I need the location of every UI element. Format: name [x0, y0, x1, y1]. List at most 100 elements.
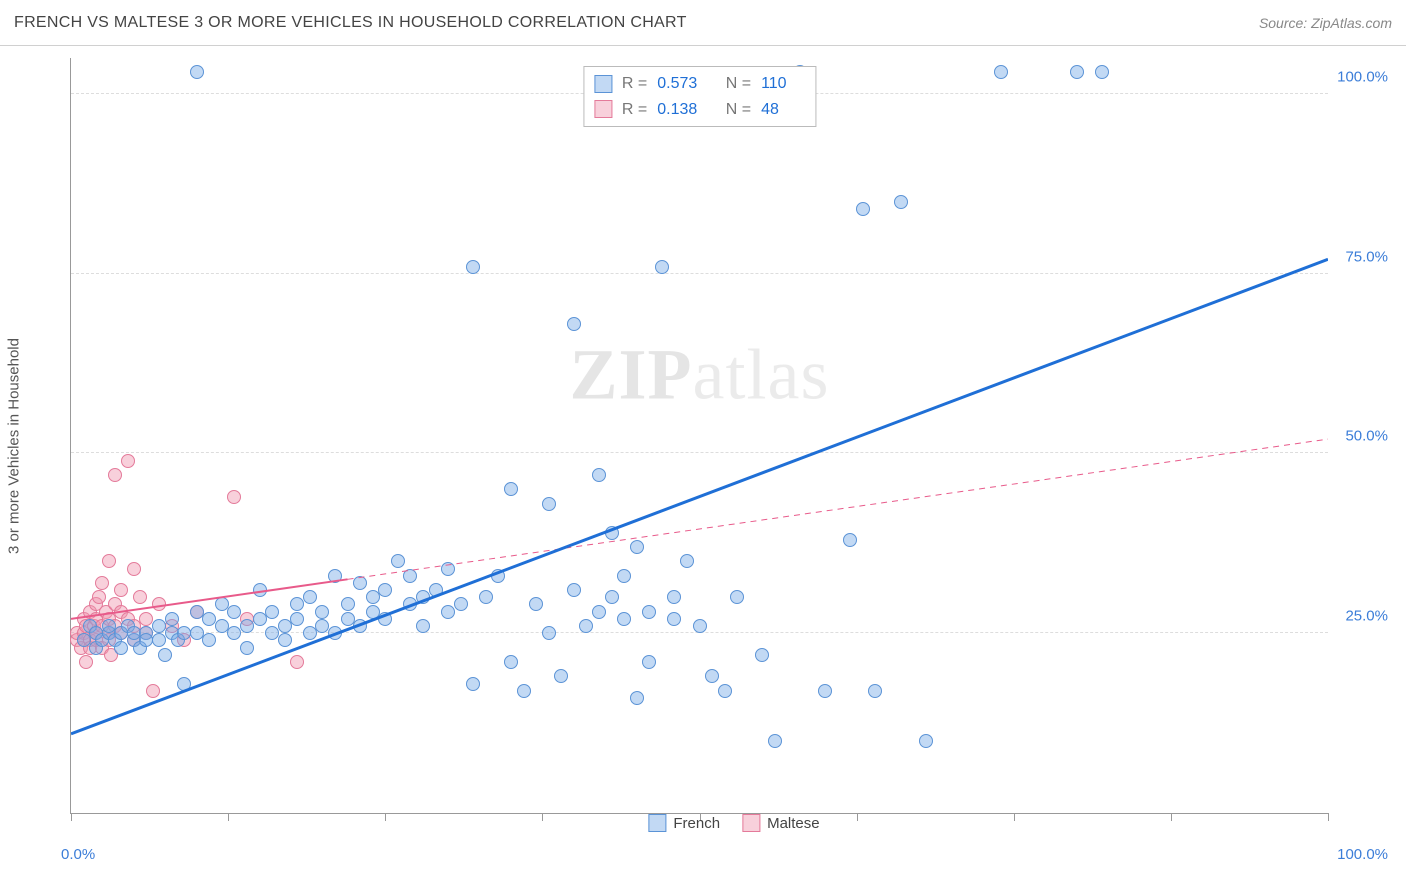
data-point	[127, 626, 141, 640]
data-point	[152, 597, 166, 611]
data-point	[89, 633, 103, 647]
source-attribution: Source: ZipAtlas.com	[1259, 15, 1392, 31]
data-point	[146, 684, 160, 698]
data-point	[592, 605, 606, 619]
data-point	[139, 626, 153, 640]
data-point	[165, 612, 179, 626]
x-tick	[1014, 813, 1015, 821]
data-point	[868, 684, 882, 698]
french-swatch	[594, 75, 612, 93]
data-point	[642, 605, 656, 619]
data-point	[202, 633, 216, 647]
data-point	[315, 605, 329, 619]
data-point	[89, 641, 103, 655]
data-point	[466, 677, 480, 691]
trend-overlay	[71, 58, 1328, 813]
data-point	[165, 626, 179, 640]
maltese-swatch-icon	[742, 814, 760, 832]
data-point	[139, 626, 153, 640]
watermark-zip: ZIP	[570, 335, 693, 415]
x-start-label: 0.0%	[61, 846, 95, 863]
data-point	[95, 641, 109, 655]
french-n-value: 110	[761, 71, 805, 97]
data-point	[529, 597, 543, 611]
maltese-n-value: 48	[761, 97, 805, 123]
data-point	[403, 569, 417, 583]
x-tick	[385, 813, 386, 821]
maltese-r-value: 0.138	[657, 97, 701, 123]
data-point	[89, 626, 103, 640]
data-point	[171, 633, 185, 647]
data-point	[253, 612, 267, 626]
legend-row-maltese: R = 0.138 N = 48	[594, 97, 805, 123]
data-point	[70, 626, 84, 640]
data-point	[655, 260, 669, 274]
data-point	[592, 468, 606, 482]
data-point	[152, 619, 166, 633]
data-point	[121, 454, 135, 468]
data-point	[994, 65, 1008, 79]
y-tick-label: 50.0%	[1345, 428, 1388, 445]
y-tick-label: 25.0%	[1345, 608, 1388, 625]
data-point	[768, 734, 782, 748]
data-point	[479, 590, 493, 604]
data-point	[378, 612, 392, 626]
data-point	[102, 619, 116, 633]
data-point	[303, 626, 317, 640]
data-point	[919, 734, 933, 748]
data-point	[605, 526, 619, 540]
data-point	[190, 626, 204, 640]
legend-item-french: French	[648, 814, 720, 832]
data-point	[391, 554, 405, 568]
x-tick	[542, 813, 543, 821]
data-point	[290, 597, 304, 611]
data-point	[303, 590, 317, 604]
legend-item-maltese: Maltese	[742, 814, 820, 832]
data-point	[177, 677, 191, 691]
data-point	[1095, 65, 1109, 79]
gridline	[71, 452, 1328, 453]
chart-title: FRENCH VS MALTESE 3 OR MORE VEHICLES IN …	[14, 14, 687, 32]
data-point	[542, 626, 556, 640]
data-point	[491, 569, 505, 583]
data-point	[83, 633, 97, 647]
data-point	[133, 641, 147, 655]
data-point	[454, 597, 468, 611]
data-point	[278, 619, 292, 633]
data-point	[441, 605, 455, 619]
plot-region: ZIPatlas R = 0.573 N = 110 R = 0.138 N =…	[70, 58, 1328, 814]
data-point	[108, 468, 122, 482]
data-point	[190, 65, 204, 79]
data-point	[95, 633, 109, 647]
data-point	[104, 648, 118, 662]
x-tick	[857, 813, 858, 821]
data-point	[718, 684, 732, 698]
data-point	[89, 612, 103, 626]
data-point	[366, 605, 380, 619]
x-tick	[1328, 813, 1329, 821]
r-label: R =	[622, 97, 647, 123]
data-point	[77, 633, 91, 647]
data-point	[102, 626, 116, 640]
data-point	[139, 612, 153, 626]
data-point	[79, 655, 93, 669]
data-point	[114, 641, 128, 655]
data-point	[74, 641, 88, 655]
n-label: N =	[726, 97, 751, 123]
data-point	[127, 633, 141, 647]
data-point	[818, 684, 832, 698]
data-point	[328, 569, 342, 583]
data-point	[165, 619, 179, 633]
data-point	[92, 590, 106, 604]
data-point	[89, 597, 103, 611]
french-r-value: 0.573	[657, 71, 701, 97]
french-swatch-icon	[648, 814, 666, 832]
data-point	[127, 619, 141, 633]
chart-area: ZIPatlas R = 0.573 N = 110 R = 0.138 N =…	[70, 46, 1398, 842]
data-point	[416, 619, 430, 633]
data-point	[152, 633, 166, 647]
data-point	[265, 626, 279, 640]
data-point	[693, 619, 707, 633]
data-point	[102, 554, 116, 568]
data-point	[466, 260, 480, 274]
